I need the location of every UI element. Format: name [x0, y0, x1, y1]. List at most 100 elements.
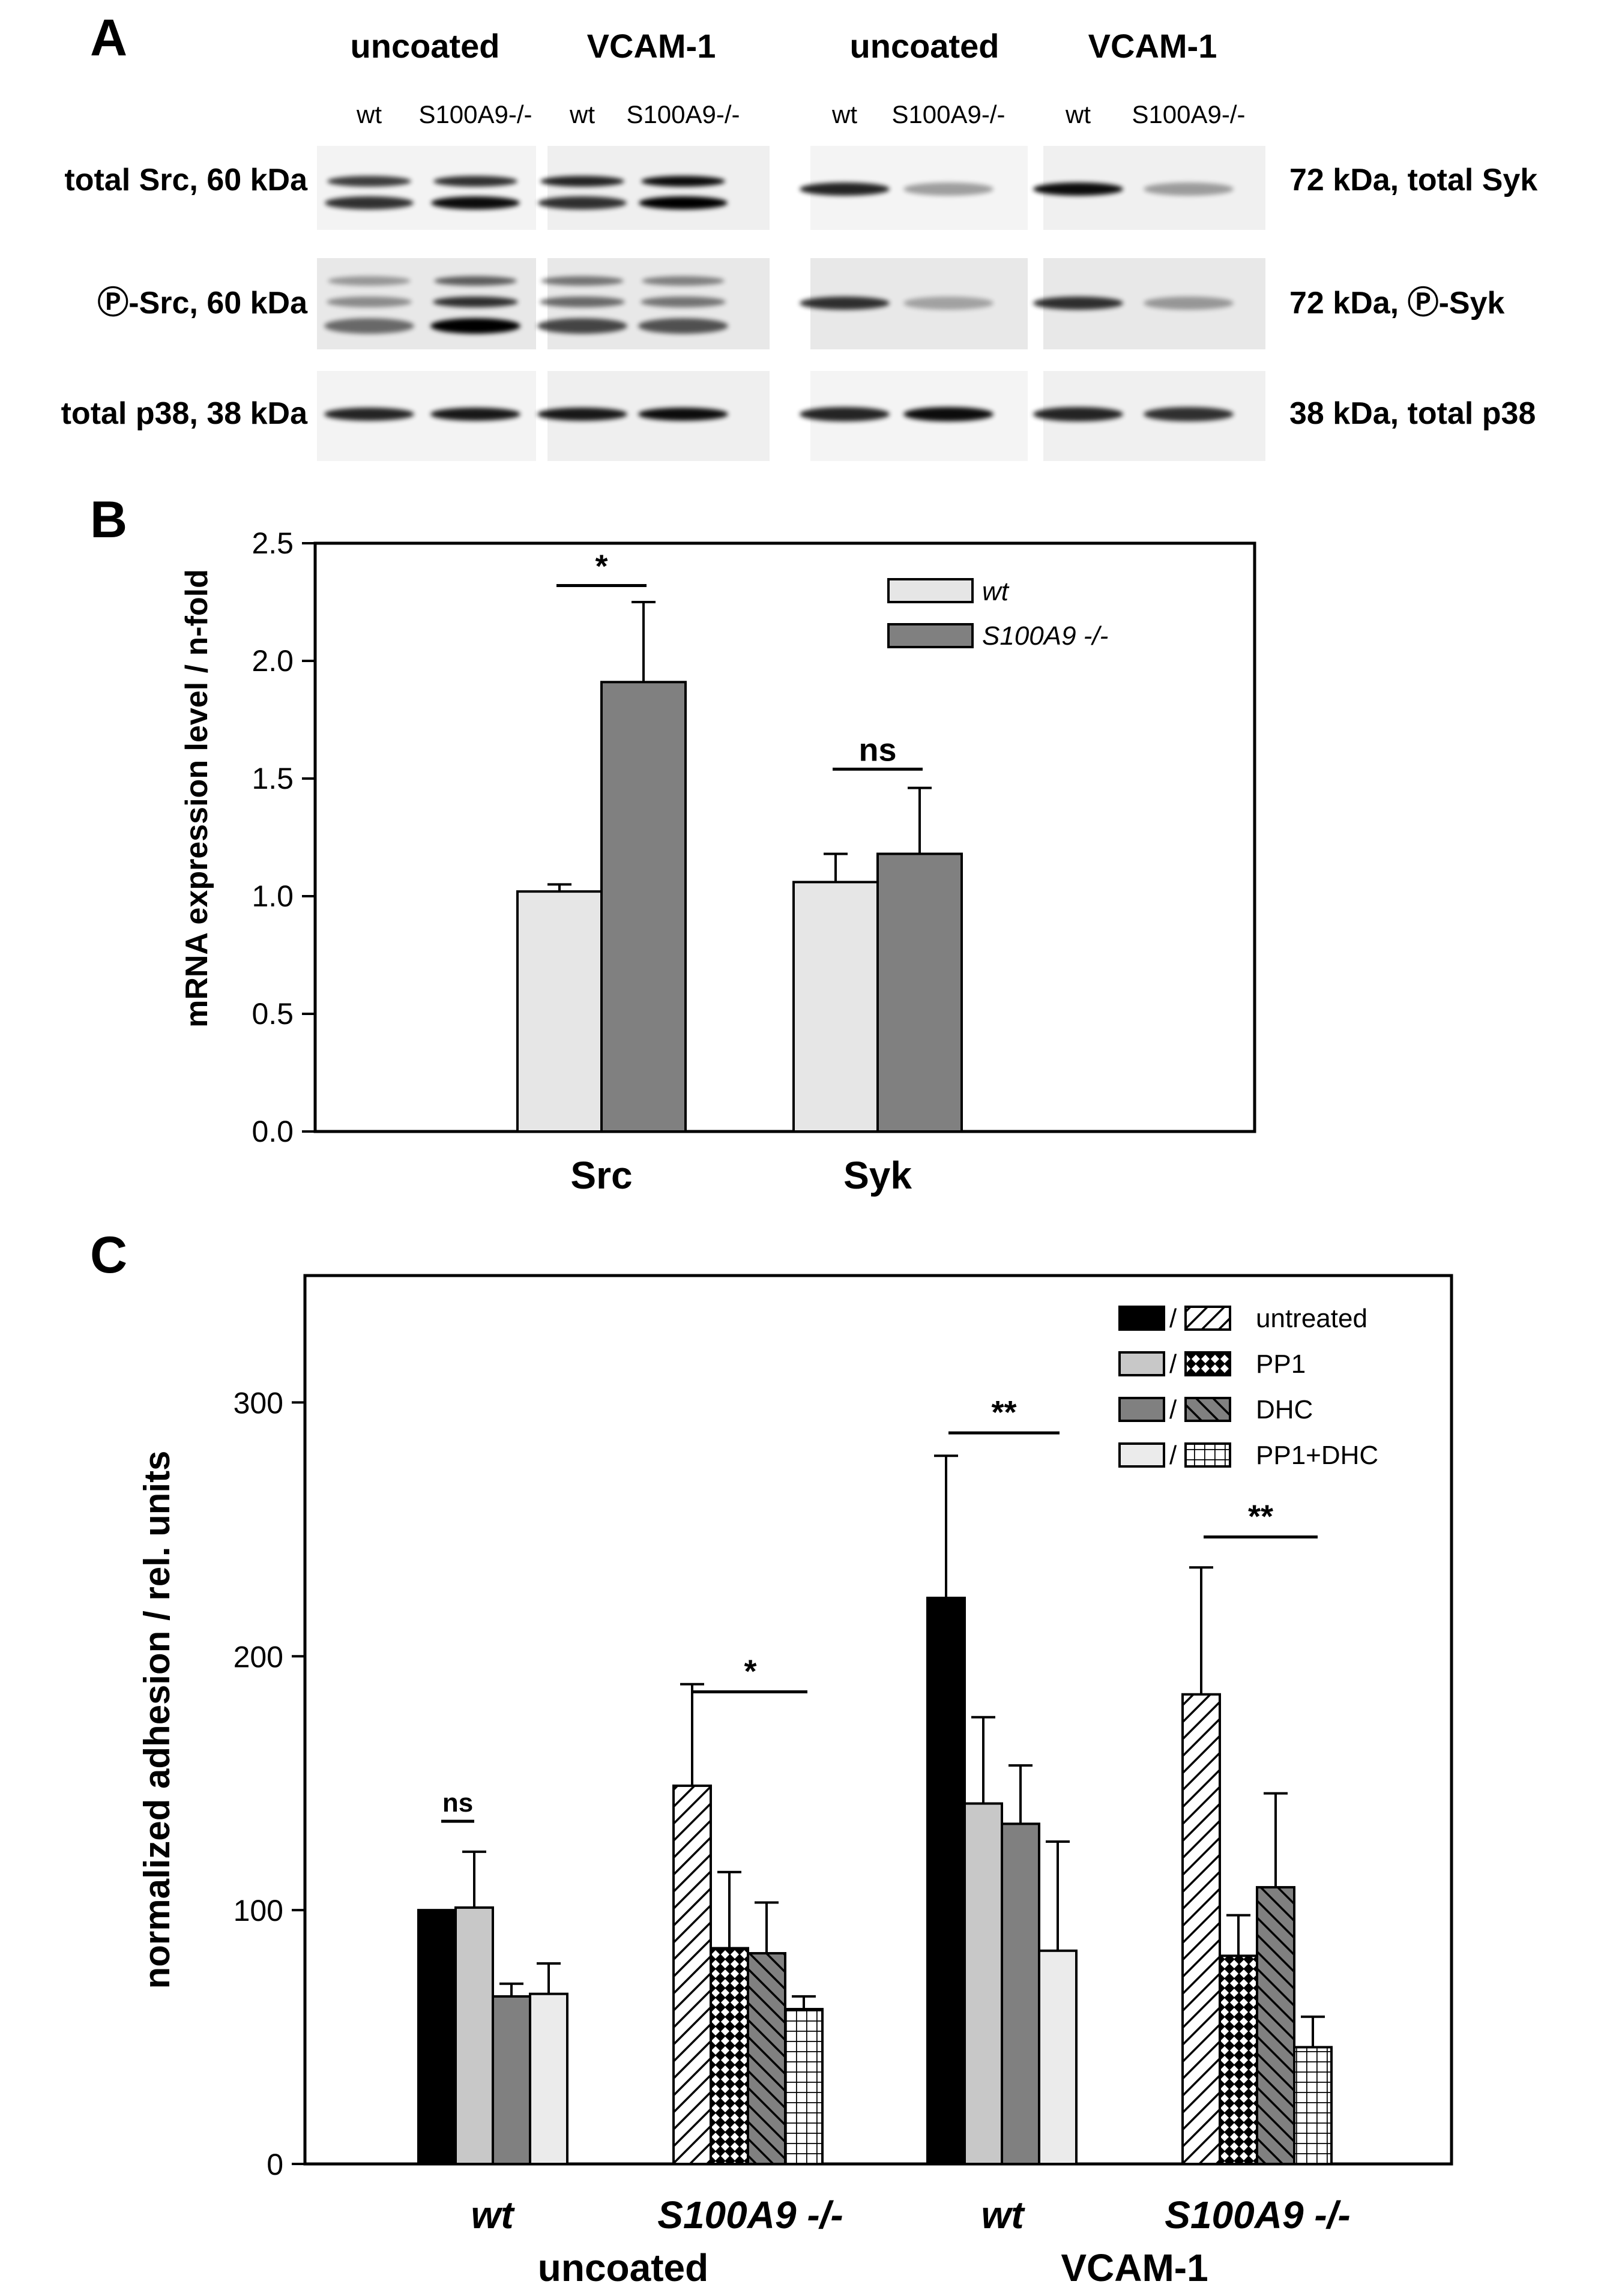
band-total-src-upper — [433, 176, 517, 187]
chart-c-significance-label: * — [744, 1653, 756, 1689]
band-total-src-upper — [540, 176, 624, 187]
band-p-src-1 — [642, 276, 725, 286]
legend-b-label-wt: wt — [982, 577, 1010, 606]
blot-panel-bg — [317, 146, 536, 230]
western-blots — [317, 146, 1265, 461]
legend-b-swatch-wt — [887, 578, 974, 603]
chart-b: B 0.0 0.5 1.0 1.5 2.0 2.5 * ns mRNA expression… — [90, 491, 1256, 1197]
chart-c-xtick-2: S100A9 -/- — [657, 2193, 843, 2237]
band-p-src-2 — [327, 297, 412, 307]
chart-c-bar-pp1-dhc — [1038, 1949, 1078, 2166]
legend-c-pattern-pp1 — [1184, 1351, 1231, 1376]
chart-b-bar-syk — [876, 852, 963, 1133]
band-p-src-3 — [430, 318, 520, 334]
band-p38-left — [430, 408, 520, 421]
header-right-uncoated: uncoated — [850, 27, 999, 65]
chart-c-bar-pp1 — [1219, 1954, 1258, 2165]
lane-left-2: S100A9-/- — [418, 100, 532, 128]
chart-c-significance-label: ** — [1248, 1499, 1273, 1535]
chart-c-bar-pp1 — [963, 1802, 1003, 2166]
legend-c-label-pp1dhc: PP1+DHC — [1256, 1441, 1378, 1470]
header-left-uncoated: uncoated — [351, 27, 500, 65]
band-total-src-lower — [325, 196, 414, 209]
header-left-vcam: VCAM-1 — [587, 27, 716, 65]
chart-c-bars: ns***** — [417, 1394, 1333, 2166]
chart-b-axes: 0.0 0.5 1.0 1.5 2.0 2.5 — [252, 526, 1256, 1148]
chart-b-bar-src — [600, 681, 687, 1133]
chart-b-bar-src — [516, 890, 603, 1133]
legend-b-swatch-ko — [887, 623, 974, 648]
band-p38-left — [638, 408, 728, 421]
legend-c-solid-pp1dhc — [1118, 1442, 1165, 1468]
chart-b-ytick-label: 1.5 — [252, 762, 294, 795]
chart-c-xtick-1: wt — [471, 2193, 515, 2237]
band-total-syk — [1033, 182, 1123, 196]
chart-c-bar-dhc — [1001, 1822, 1040, 2165]
chart-c-frame — [303, 1274, 1453, 2166]
band-p-src-2 — [540, 297, 625, 307]
band-p38-right — [903, 407, 993, 421]
legend-c-slash-4: / — [1169, 1441, 1177, 1470]
legend-c-solid-pp1 — [1118, 1351, 1165, 1376]
band-p38-right — [1144, 407, 1234, 421]
chart-b-bar-syk — [792, 881, 879, 1133]
chart-b-ytick-label: 0.0 — [252, 1115, 294, 1148]
legend-c-slash-2: / — [1169, 1349, 1177, 1379]
chart-b-frame — [313, 541, 1256, 1133]
blot-label-total-p38-left: total p38, 38 kDa — [61, 396, 308, 431]
panel-a-headers: uncoated VCAM-1 uncoated VCAM-1 wt S100A… — [351, 27, 1246, 128]
band-p-src-1 — [541, 276, 624, 286]
band-p-src-3 — [638, 318, 728, 334]
lane-left-4: S100A9-/- — [626, 100, 740, 128]
chart-c-xtick-3: wt — [981, 2193, 1025, 2237]
lane-right-4: S100A9-/- — [1132, 100, 1245, 128]
band-p-syk — [800, 297, 890, 310]
chart-c-ylabel: normalized adhesion / rel. units — [137, 1451, 177, 1989]
band-p-src-2 — [433, 297, 518, 307]
chart-c-bar-untreated — [417, 1909, 457, 2165]
blot-label-total-p38-right: 38 kDa, total p38 — [1289, 396, 1536, 431]
chart-c-bar-untreated — [1181, 1693, 1221, 2166]
band-total-syk — [903, 182, 993, 196]
panel-c-letter: C — [90, 1226, 127, 1284]
legend-c-label-untreated: untreated — [1256, 1304, 1367, 1333]
legend-c-label-dhc: DHC — [1256, 1395, 1313, 1424]
chart-b-significance-label: * — [595, 549, 608, 585]
chart-b-ytick-label: 2.0 — [252, 644, 294, 678]
legend-c-pattern-dhc — [1184, 1397, 1231, 1422]
band-total-src-lower — [639, 196, 728, 209]
chart-c-coating-vcam: VCAM-1 — [1061, 2246, 1208, 2289]
chart-c-bar-pp1-dhc — [1293, 2046, 1333, 2165]
blot-panel-bg — [547, 146, 770, 230]
band-total-src-lower — [431, 196, 520, 209]
chart-c-bar-pp1 — [710, 1947, 749, 2166]
band-total-src-lower — [538, 196, 627, 209]
chart-b-legend: wt S100A9 -/- — [887, 577, 1108, 651]
legend-c-slash-3: / — [1169, 1395, 1177, 1424]
legend-c-solid-untreated — [1118, 1306, 1165, 1331]
band-p38-left — [324, 408, 414, 421]
legend-c-pattern-pp1dhc — [1184, 1442, 1231, 1468]
chart-b-ylabel: mRNA expression level / n-fold — [179, 569, 214, 1028]
chart-b-xtick-syk: Syk — [843, 1154, 912, 1197]
chart-c-bar-dhc — [1256, 1886, 1295, 2165]
chart-b-xtick-src: Src — [570, 1154, 632, 1197]
band-p-src-2 — [641, 297, 726, 307]
band-p38-left — [537, 408, 627, 421]
lane-right-3: wt — [1065, 100, 1091, 128]
band-p-syk — [1144, 297, 1234, 310]
header-right-vcam: VCAM-1 — [1088, 27, 1217, 65]
band-total-syk — [800, 182, 890, 196]
legend-c-pattern-untreated — [1184, 1306, 1231, 1331]
chart-c-ytick-label: 100 — [234, 1894, 283, 1927]
lane-left-1: wt — [356, 100, 382, 128]
band-p-src-3 — [537, 318, 627, 334]
lane-right-2: S100A9-/- — [891, 100, 1005, 128]
chart-c-ytick-label: 300 — [234, 1386, 283, 1420]
band-p-src-1 — [434, 276, 517, 286]
legend-b-label-ko: S100A9 -/- — [982, 621, 1108, 651]
legend-c-slash-1: / — [1169, 1304, 1177, 1333]
legend-c-label-pp1: PP1 — [1256, 1349, 1306, 1379]
chart-c-bar-untreated — [672, 1784, 712, 2165]
